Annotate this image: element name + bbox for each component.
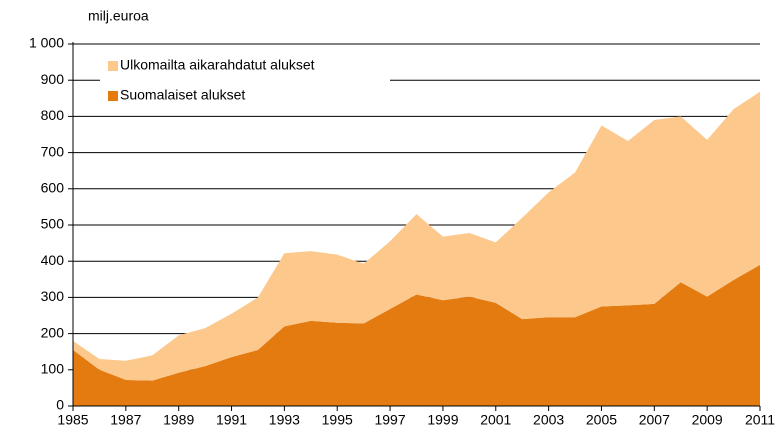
- legend-label: Suomalaiset alukset: [120, 87, 245, 103]
- x-tick-label: 1993: [269, 412, 300, 428]
- x-tick-label: 2007: [639, 412, 670, 428]
- x-tick-label: 2011: [745, 412, 775, 428]
- y-tick-label: 200: [41, 324, 65, 340]
- y-tick-label: 700: [41, 143, 65, 159]
- x-tick-label: 1987: [110, 412, 141, 428]
- legend-swatch: [108, 91, 118, 101]
- legend-swatch: [108, 61, 118, 71]
- y-axis-label: milj.euroa: [88, 8, 149, 24]
- x-tick-label: 1995: [322, 412, 353, 428]
- y-tick-label: 300: [41, 288, 65, 304]
- y-tick-label: 400: [41, 252, 65, 268]
- y-tick-label: 1 000: [29, 35, 64, 51]
- y-tick-label: 0: [56, 397, 64, 413]
- x-tick-label: 2003: [533, 412, 564, 428]
- x-tick-label: 1997: [374, 412, 405, 428]
- x-tick-label: 2005: [586, 412, 617, 428]
- legend-background: [100, 50, 390, 112]
- y-tick-label: 900: [41, 71, 65, 87]
- area: [73, 264, 760, 406]
- legend-label: Ulkomailta aikarahdatut alukset: [120, 57, 315, 73]
- x-tick-label: 1989: [163, 412, 194, 428]
- x-tick-label: 1985: [57, 412, 88, 428]
- y-tick-label: 500: [41, 216, 65, 232]
- y-tick-label: 800: [41, 107, 65, 123]
- y-tick-label: 100: [41, 361, 65, 377]
- x-tick-label: 1991: [216, 412, 247, 428]
- area: [73, 91, 760, 381]
- y-tick-label: 600: [41, 180, 65, 196]
- x-tick-label: 2009: [692, 412, 723, 428]
- x-tick-label: 1999: [427, 412, 458, 428]
- x-tick-label: 2001: [480, 412, 511, 428]
